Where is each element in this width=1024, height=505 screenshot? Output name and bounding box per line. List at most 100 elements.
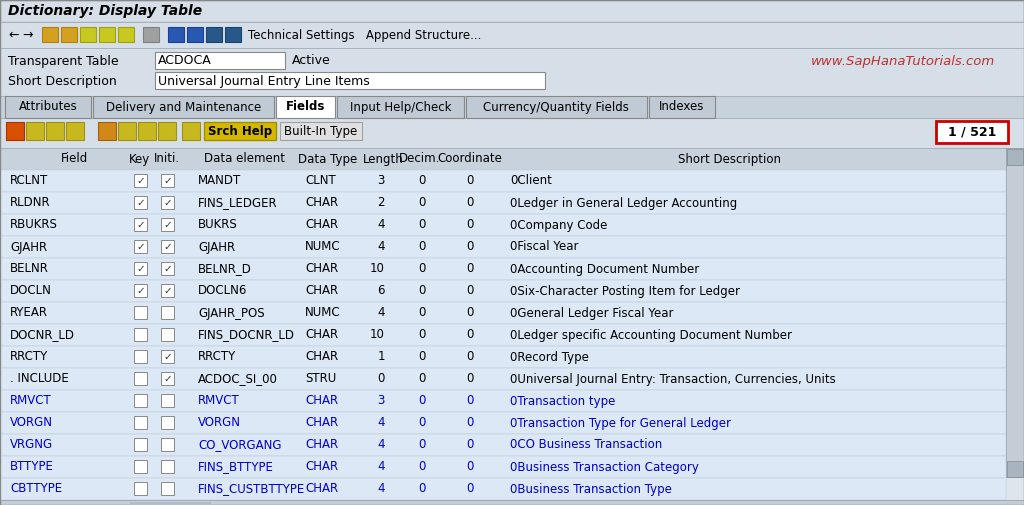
Bar <box>649 96 715 118</box>
Bar <box>42 27 58 42</box>
Text: www.SapHanaTutorials.com: www.SapHanaTutorials.com <box>811 55 995 68</box>
Text: 0Business Transaction Type: 0Business Transaction Type <box>510 482 672 495</box>
Text: ✓: ✓ <box>163 264 172 274</box>
Bar <box>161 284 174 297</box>
Bar <box>161 372 174 385</box>
Text: FINS_LEDGER: FINS_LEDGER <box>198 196 278 210</box>
Text: Built-In Type: Built-In Type <box>285 125 357 137</box>
Text: DOCLN: DOCLN <box>10 284 52 297</box>
Text: CHAR: CHAR <box>305 196 338 210</box>
Text: Currency/Quantity Fields: Currency/Quantity Fields <box>483 100 630 114</box>
Text: Universal Journal Entry Line Items: Universal Journal Entry Line Items <box>158 76 370 88</box>
Bar <box>1006 148 1024 170</box>
Text: CHAR: CHAR <box>305 328 338 341</box>
Text: CHAR: CHAR <box>305 438 338 451</box>
Text: 6: 6 <box>378 284 385 297</box>
Text: 0: 0 <box>419 175 426 187</box>
Text: GJAHR: GJAHR <box>10 240 47 254</box>
Text: 0: 0 <box>466 175 474 187</box>
Text: CHAR: CHAR <box>305 350 338 364</box>
Bar <box>80 27 96 42</box>
Bar <box>5 96 91 118</box>
Text: 3: 3 <box>378 175 385 187</box>
Text: ✓: ✓ <box>163 374 172 384</box>
Text: DOCLN6: DOCLN6 <box>198 284 248 297</box>
Text: FINS_DOCNR_LD: FINS_DOCNR_LD <box>198 328 295 341</box>
Bar <box>161 438 174 451</box>
Text: 0: 0 <box>466 328 474 341</box>
Text: Transparent Table: Transparent Table <box>8 55 119 68</box>
Bar <box>0 324 1006 346</box>
Bar <box>1007 461 1023 477</box>
Bar <box>161 174 174 187</box>
Text: Fields: Fields <box>286 100 326 114</box>
Bar <box>134 394 147 407</box>
Text: ✓: ✓ <box>163 286 172 296</box>
Bar <box>0 96 1024 118</box>
Text: Field: Field <box>61 153 89 166</box>
Text: 0Transaction type: 0Transaction type <box>510 394 615 408</box>
Text: ✓: ✓ <box>136 242 144 252</box>
Bar <box>337 96 464 118</box>
Text: VORGN: VORGN <box>10 417 53 429</box>
Text: 0Record Type: 0Record Type <box>510 350 589 364</box>
Bar <box>66 122 84 140</box>
Text: 0Six-Character Posting Item for Ledger: 0Six-Character Posting Item for Ledger <box>510 284 740 297</box>
Bar <box>134 196 147 209</box>
Bar <box>0 456 1006 478</box>
Bar <box>168 27 184 42</box>
Text: NUMC: NUMC <box>305 307 341 320</box>
Bar <box>134 416 147 429</box>
Text: BTTYPE: BTTYPE <box>10 461 54 474</box>
Bar <box>130 502 210 503</box>
Bar <box>0 192 1006 214</box>
Text: GJAHR: GJAHR <box>198 240 236 254</box>
Text: 0: 0 <box>466 350 474 364</box>
Text: RMVCT: RMVCT <box>10 394 52 408</box>
Bar <box>466 96 647 118</box>
Bar <box>0 0 1024 22</box>
Text: ✓: ✓ <box>163 176 172 186</box>
Bar <box>206 27 222 42</box>
Text: FINS_CUSTBTTYPE: FINS_CUSTBTTYPE <box>198 482 305 495</box>
Bar <box>1007 149 1023 165</box>
Bar <box>134 240 147 253</box>
Text: ✓: ✓ <box>136 286 144 296</box>
Bar <box>204 122 276 140</box>
Text: . INCLUDE: . INCLUDE <box>10 373 69 385</box>
Text: ✓: ✓ <box>136 198 144 208</box>
Text: Coordinate: Coordinate <box>437 153 503 166</box>
Text: 0Accounting Document Number: 0Accounting Document Number <box>510 263 699 276</box>
Bar <box>134 174 147 187</box>
Text: 0Fiscal Year: 0Fiscal Year <box>510 240 579 254</box>
Text: CHAR: CHAR <box>305 263 338 276</box>
Text: 0Universal Journal Entry: Transaction, Currencies, Units: 0Universal Journal Entry: Transaction, C… <box>510 373 836 385</box>
Text: ✓: ✓ <box>163 198 172 208</box>
Text: 0: 0 <box>419 263 426 276</box>
Text: 0Client: 0Client <box>510 175 552 187</box>
Text: 0: 0 <box>419 394 426 408</box>
Text: RMVCT: RMVCT <box>198 394 240 408</box>
Text: 2: 2 <box>378 196 385 210</box>
Text: 0: 0 <box>419 417 426 429</box>
Text: 0General Ledger Fiscal Year: 0General Ledger Fiscal Year <box>510 307 674 320</box>
Text: 0: 0 <box>466 417 474 429</box>
Bar <box>26 122 44 140</box>
Text: ←: ← <box>8 28 18 41</box>
Bar <box>0 390 1006 412</box>
Text: 0: 0 <box>419 196 426 210</box>
Bar <box>155 72 545 89</box>
Text: 0Ledger in General Ledger Accounting: 0Ledger in General Ledger Accounting <box>510 196 737 210</box>
Bar <box>161 328 174 341</box>
Text: VRGNG: VRGNG <box>10 438 53 451</box>
Text: 0: 0 <box>419 307 426 320</box>
Bar <box>134 306 147 319</box>
Bar <box>0 302 1006 324</box>
Text: 0: 0 <box>466 219 474 231</box>
Bar <box>134 328 147 341</box>
Text: 0: 0 <box>419 461 426 474</box>
Bar <box>0 22 1024 48</box>
Text: VORGN: VORGN <box>198 417 241 429</box>
Bar <box>0 434 1006 456</box>
Bar <box>134 350 147 363</box>
